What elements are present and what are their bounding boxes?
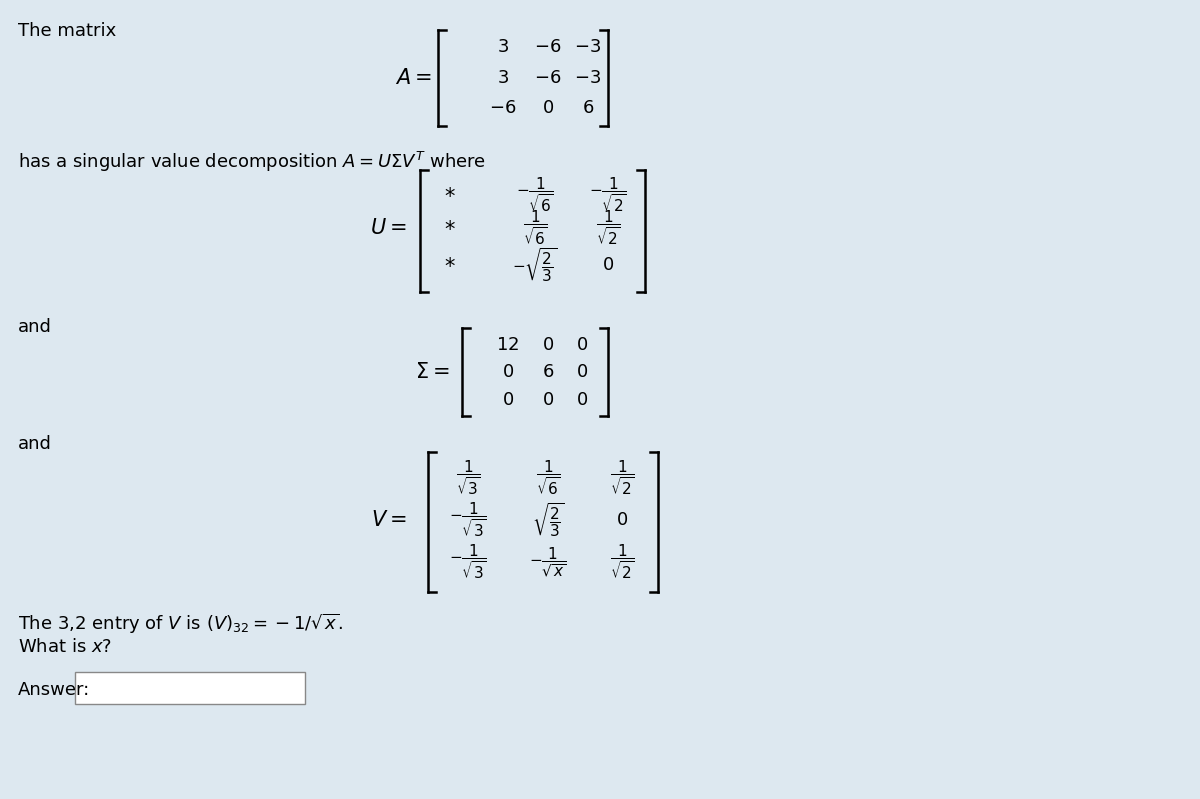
Text: $-6$: $-6$ (534, 69, 562, 87)
Text: $0$: $0$ (542, 99, 554, 117)
Text: $A=$: $A=$ (395, 68, 432, 88)
Text: $0$: $0$ (616, 511, 628, 529)
Text: $\dfrac{1}{\sqrt{6}}$: $\dfrac{1}{\sqrt{6}}$ (522, 209, 547, 248)
Text: The 3,2 entry of $V$ is $(V)_{32} = -1/\sqrt{x}$.: The 3,2 entry of $V$ is $(V)_{32} = -1/\… (18, 612, 343, 636)
Text: $0$: $0$ (502, 363, 514, 381)
Text: $\dfrac{1}{\sqrt{6}}$: $\dfrac{1}{\sqrt{6}}$ (535, 459, 560, 498)
Text: Answer:: Answer: (18, 681, 90, 699)
Text: $\dfrac{1}{\sqrt{2}}$: $\dfrac{1}{\sqrt{2}}$ (610, 459, 635, 498)
Text: $0$: $0$ (542, 391, 554, 409)
Text: $V=$: $V=$ (371, 510, 407, 530)
Text: $6$: $6$ (542, 363, 554, 381)
Text: $U=$: $U=$ (371, 218, 407, 238)
Text: and: and (18, 435, 52, 453)
Text: $\dfrac{1}{\sqrt{3}}$: $\dfrac{1}{\sqrt{3}}$ (456, 459, 480, 498)
Text: $*$: $*$ (444, 255, 456, 275)
Text: $0$: $0$ (502, 391, 514, 409)
Text: $0$: $0$ (576, 363, 588, 381)
Text: $-\sqrt{\dfrac{2}{3}}$: $-\sqrt{\dfrac{2}{3}}$ (512, 246, 558, 284)
Text: $3$: $3$ (497, 38, 509, 56)
Text: $\Sigma=$: $\Sigma=$ (415, 362, 450, 382)
Text: $*$: $*$ (444, 218, 456, 238)
Text: $\dfrac{1}{\sqrt{2}}$: $\dfrac{1}{\sqrt{2}}$ (610, 543, 635, 582)
Text: $\dfrac{1}{\sqrt{2}}$: $\dfrac{1}{\sqrt{2}}$ (595, 209, 620, 248)
FancyBboxPatch shape (74, 672, 305, 704)
Text: has a singular value decomposition $A = U\Sigma V^T$ where: has a singular value decomposition $A = … (18, 150, 486, 174)
Text: $-3$: $-3$ (575, 69, 601, 87)
Text: $0$: $0$ (542, 336, 554, 354)
Text: $-3$: $-3$ (575, 38, 601, 56)
Text: and: and (18, 318, 52, 336)
Text: $-\dfrac{1}{\sqrt{2}}$: $-\dfrac{1}{\sqrt{2}}$ (589, 176, 626, 214)
Text: $-6$: $-6$ (534, 38, 562, 56)
Text: $0$: $0$ (602, 256, 614, 274)
Text: $-\dfrac{1}{\sqrt{6}}$: $-\dfrac{1}{\sqrt{6}}$ (516, 176, 554, 214)
Text: $*$: $*$ (444, 185, 456, 205)
Text: $-\dfrac{1}{\sqrt{3}}$: $-\dfrac{1}{\sqrt{3}}$ (449, 543, 487, 582)
Text: $-6$: $-6$ (490, 99, 517, 117)
Text: $0$: $0$ (576, 391, 588, 409)
Text: $\sqrt{\dfrac{2}{3}}$: $\sqrt{\dfrac{2}{3}}$ (532, 501, 564, 539)
Text: $-\dfrac{1}{\sqrt{3}}$: $-\dfrac{1}{\sqrt{3}}$ (449, 501, 487, 539)
Text: The matrix: The matrix (18, 22, 116, 40)
Text: $-\dfrac{1}{\sqrt{x}}$: $-\dfrac{1}{\sqrt{x}}$ (529, 545, 566, 579)
Text: $12$: $12$ (497, 336, 520, 354)
Text: $6$: $6$ (582, 99, 594, 117)
Text: $0$: $0$ (576, 336, 588, 354)
Text: What is $x$?: What is $x$? (18, 638, 112, 656)
Text: $3$: $3$ (497, 69, 509, 87)
